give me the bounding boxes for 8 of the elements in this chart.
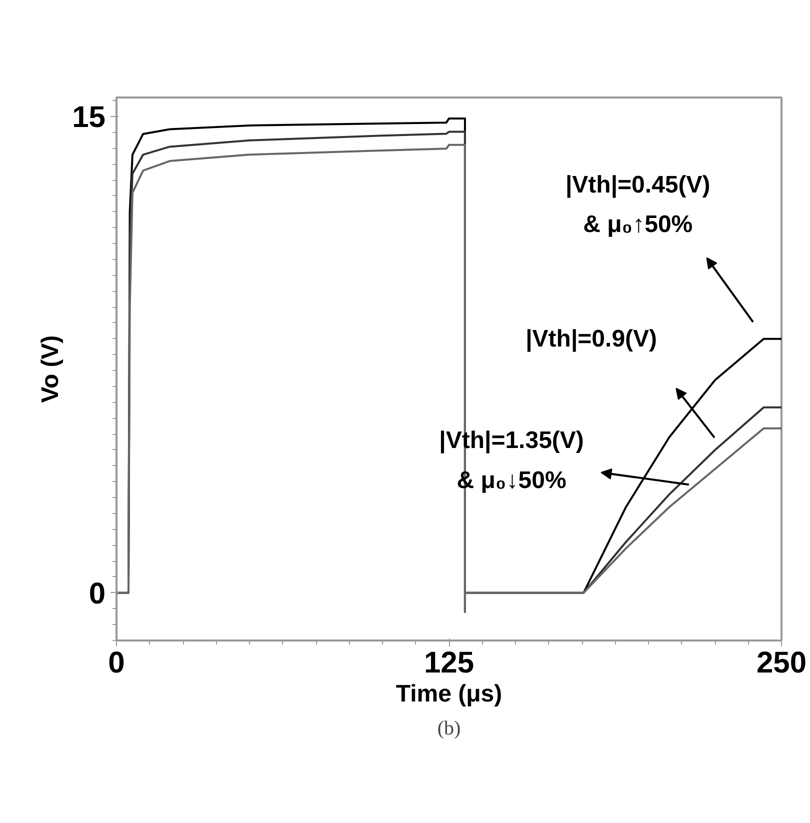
- annotation: |Vth|=0.9(V): [526, 325, 658, 352]
- text: (b): [437, 718, 461, 740]
- annotation: |Vth|=0.45(V) & μ₀↑50%: [565, 171, 710, 238]
- x-axis-title: Time (μs): [396, 680, 502, 708]
- x-tick-label: 250: [756, 646, 807, 680]
- x-tick-label: 125: [424, 646, 474, 680]
- y-axis-title: Vo (V): [37, 335, 64, 403]
- y-tick-label: 15: [72, 101, 106, 134]
